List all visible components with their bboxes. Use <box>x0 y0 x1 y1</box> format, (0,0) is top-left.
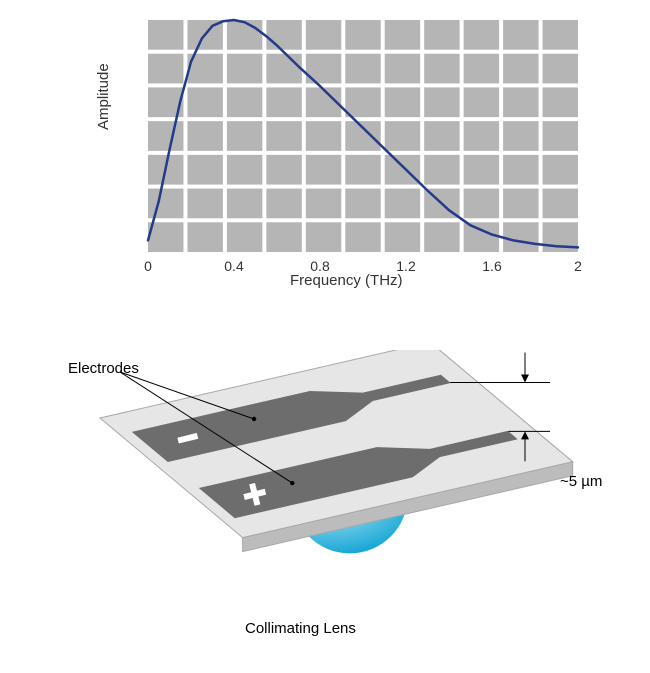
chart-ylabel: Amplitude <box>95 63 112 130</box>
chart-xlabel: Frequency (THz) <box>290 272 403 289</box>
amplitude-chart: 00.40.81.21.62 <box>120 10 590 300</box>
electrodes-label: Electrodes <box>68 360 139 377</box>
chart-svg <box>120 10 590 260</box>
diagram-svg <box>60 350 620 650</box>
lens-label: Collimating Lens <box>245 620 356 637</box>
gap-label: ~5 µm <box>560 473 602 490</box>
device-diagram: Electrodes ~5 µm Collimating Lens <box>60 350 620 660</box>
